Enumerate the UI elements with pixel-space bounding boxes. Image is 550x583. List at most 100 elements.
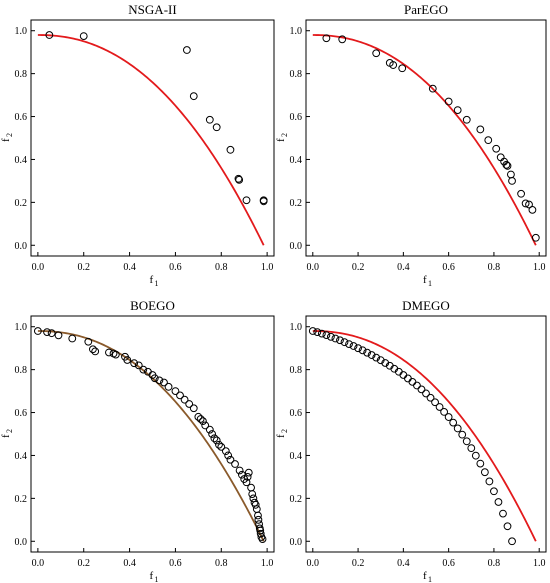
y-tick-label: 0.6 (290, 112, 303, 123)
data-point (47, 329, 56, 338)
data-point (235, 175, 244, 184)
data-point (180, 395, 189, 404)
y-tick-label: 1.0 (15, 322, 28, 333)
data-point (54, 331, 63, 340)
data-point (105, 348, 113, 357)
data-point (259, 197, 268, 206)
data-point (189, 92, 198, 101)
subplot-title: NSGA-II (128, 2, 176, 17)
subplot-title: DMEGO (402, 298, 450, 313)
data-point (313, 328, 322, 336)
data-point (426, 393, 435, 402)
data-point (243, 473, 252, 481)
data-point (234, 174, 243, 183)
x-axis-label-subscript: 1 (428, 575, 432, 583)
data-point (458, 430, 467, 439)
data-point (45, 31, 54, 39)
data-point (224, 451, 233, 460)
x-tick-label: 0.6 (442, 262, 455, 273)
data-point (340, 338, 349, 347)
data-point (215, 440, 223, 449)
x-axis-label: f (423, 274, 427, 286)
x-tick-label: 0.4 (397, 262, 410, 273)
data-point (322, 331, 331, 339)
x-tick-label: 0.6 (169, 558, 182, 569)
y-tick-label: 0.0 (15, 537, 28, 548)
x-tick-label: 0.4 (123, 262, 136, 273)
data-point (467, 444, 476, 453)
data-point (221, 447, 230, 456)
data-point (217, 442, 226, 451)
data-point (210, 434, 219, 443)
data-point (199, 417, 207, 426)
data-point (242, 478, 251, 487)
x-tick-label: 0.2 (352, 262, 365, 273)
y-axis-label-main: f (275, 434, 287, 438)
x-tick-label: 1.0 (261, 262, 274, 273)
y-axis-label-subscript: 2 (280, 133, 289, 137)
x-tick-label: 0.2 (77, 262, 90, 273)
subplot-boego: BOEGO 0.0 0.2 0.4 0.6 0.8 1.0 0.0 0.2 0.4 0.6 0.8 1.… (0, 298, 275, 583)
y-tick-label: 0.2 (15, 494, 28, 505)
x-tick-label: 0.6 (442, 558, 455, 569)
y-tick-label: 0.8 (290, 69, 303, 80)
data-point (453, 424, 462, 433)
data-point (358, 346, 367, 355)
data-point (428, 84, 437, 93)
data-point (367, 351, 376, 359)
y-tick-label: 1.0 (290, 322, 303, 333)
data-point (517, 189, 525, 198)
data-point (471, 451, 480, 460)
data-point (134, 361, 143, 370)
data-point (331, 334, 340, 343)
x-tick-label: 0.8 (488, 558, 501, 569)
data-point (201, 421, 210, 430)
data-point (444, 97, 453, 106)
data-point (68, 334, 77, 343)
subplot-nsga-ii: NSGA-II 0.0 0.2 0.4 0.6 0.8 1.0 0.0 0.2 0.4 0.6 0.8… (0, 2, 275, 288)
plot-frame (305, 19, 547, 257)
y-tick-label: 0.0 (290, 241, 303, 252)
data-point (164, 382, 173, 391)
x-tick-label: 1.0 (261, 558, 274, 569)
data-point (254, 511, 262, 520)
data-point (476, 459, 485, 468)
y-tick-label: 0.6 (15, 408, 28, 419)
data-point (503, 161, 512, 170)
data-point (212, 123, 221, 132)
x-tick-label: 0.6 (169, 262, 182, 273)
y-axis-label: f2 (0, 133, 14, 142)
plot-frame (30, 19, 275, 257)
data-point (435, 403, 444, 411)
data-point (208, 430, 217, 438)
data-point (422, 389, 430, 398)
data-point (79, 32, 88, 40)
x-tick-label: 0.8 (215, 262, 228, 273)
data-point (322, 34, 331, 43)
data-point (462, 115, 471, 124)
pareto-front-line (312, 330, 537, 542)
data-point (453, 106, 462, 115)
y-tick-label: 0.8 (290, 365, 303, 376)
data-point (417, 385, 426, 394)
data-point (531, 233, 540, 242)
data-point (205, 115, 214, 124)
data-point (503, 522, 512, 531)
data-point (345, 340, 353, 349)
data-point (88, 345, 97, 354)
y-axis-label-subscript: 2 (5, 133, 14, 137)
data-point (484, 136, 493, 145)
y-tick-label: 0.6 (15, 112, 28, 123)
data-point (247, 483, 255, 492)
data-point (492, 144, 501, 153)
x-axis-label-subscript: 1 (428, 279, 432, 288)
x-tick-label: 0.8 (488, 262, 501, 273)
subplot-parego: ParEGO 0.0 0.2 0.4 0.6 0.8 1.0 0.0 0.2 0.4 0.6 0.8 1… (275, 2, 547, 288)
x-axis-label: f (423, 570, 427, 582)
x-axis-label: f (150, 274, 154, 286)
y-tick-label: 0.0 (15, 241, 28, 252)
data-point (43, 328, 51, 336)
data-point (449, 418, 458, 427)
data-point (525, 200, 533, 209)
x-tick-label: 1.0 (533, 558, 546, 569)
